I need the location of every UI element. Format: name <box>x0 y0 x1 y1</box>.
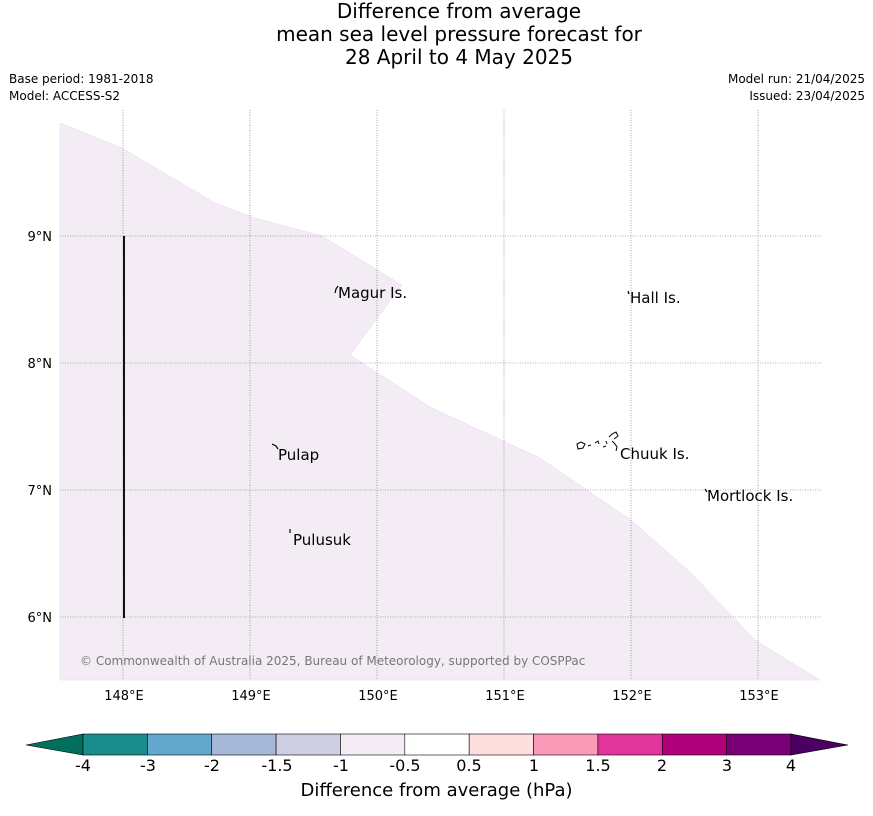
colorbar-segment <box>533 733 599 756</box>
copyright-text: © Commonwealth of Australia 2025, Bureau… <box>80 654 585 668</box>
colorbar-segment <box>147 733 213 756</box>
colorbar-segment <box>82 733 148 756</box>
cb-tick-7: 1 <box>528 756 540 775</box>
issued-date: Issued: 23/04/2025 <box>749 89 865 103</box>
colorbar-segment <box>340 733 406 756</box>
place-label-hall: Hall Is. <box>630 289 681 307</box>
colorbar-over-arrow <box>790 733 849 756</box>
colorbar-segment <box>404 733 470 756</box>
cb-tick-8: 1.5 <box>585 756 611 775</box>
place-label-mortlock: Mortlock Is. <box>707 487 793 505</box>
colorbar-segment <box>275 733 341 756</box>
colorbar-segment <box>726 733 792 756</box>
place-label-magur: Magur Is. <box>338 284 407 302</box>
meta-right: Model run: 21/04/2025 Issued: 23/04/2025 <box>728 71 865 105</box>
model-run: Model run: 21/04/2025 <box>727 72 865 86</box>
colorbar-segment <box>468 733 534 756</box>
lon-label-150: 150°E <box>358 689 398 704</box>
cb-tick-11: 4 <box>785 756 797 775</box>
colorbar-under-arrow <box>25 733 84 756</box>
cb-tick-10: 3 <box>721 756 733 775</box>
cb-tick-3: -1.5 <box>261 756 293 775</box>
magur-island-shape <box>334 285 339 294</box>
colorbar-segment <box>597 733 663 756</box>
map-title: Difference from average mean sea level p… <box>0 0 873 69</box>
lon-tick-labels: 148°E 149°E 150°E 151°E 152°E 153°E <box>104 689 779 704</box>
lon-label-149: 149°E <box>231 689 271 704</box>
colorbar <box>25 733 849 756</box>
island-outlines <box>271 285 708 533</box>
base-period: Base period: 1981-2018 <box>9 72 154 86</box>
cb-tick-5: -0.5 <box>389 756 421 775</box>
anomaly-region <box>59 122 821 681</box>
lat-label-9: 9°N <box>28 230 53 245</box>
lon-label-153: 153°E <box>739 689 779 704</box>
cb-tick-6: 0.5 <box>456 756 482 775</box>
colorbar-segment <box>661 733 727 756</box>
colorbar-segment <box>211 733 277 756</box>
mortlock-island-shape <box>704 488 708 493</box>
place-label-pulap: Pulap <box>278 446 319 464</box>
lat-label-8: 8°N <box>28 357 53 372</box>
cb-tick-2: -2 <box>204 756 220 775</box>
cb-tick-4: -1 <box>333 756 349 775</box>
lat-tick-labels: 9°N 8°N 7°N 6°N <box>28 230 53 626</box>
title-line-3: 28 April to 4 May 2025 <box>345 45 573 69</box>
pulap-island-shape <box>271 443 279 450</box>
place-labels: Magur Is. Hall Is. Pulap Chuuk Is. Mortl… <box>278 284 793 549</box>
title-line-2: mean sea level pressure forecast for <box>276 22 642 46</box>
lon-label-148: 148°E <box>104 689 144 704</box>
lat-label-6: 6°N <box>28 611 53 626</box>
hall-island-shape <box>627 290 630 295</box>
lat-label-7: 7°N <box>28 484 53 499</box>
meta-left: Base period: 1981-2018 Model: ACCESS-S2 <box>9 71 154 105</box>
cb-tick-1: -3 <box>140 756 156 775</box>
title-line-1: Difference from average <box>336 0 582 23</box>
colorbar-title: Difference from average (hPa) <box>300 780 573 801</box>
cb-tick-9: 2 <box>656 756 668 775</box>
chuuk-lagoon-shape <box>576 431 619 452</box>
cb-tick-0: -4 <box>75 756 91 775</box>
lon-label-151: 151°E <box>485 689 525 704</box>
place-label-chuuk: Chuuk Is. <box>620 445 689 463</box>
model-name: Model: ACCESS-S2 <box>9 89 121 103</box>
place-label-pulusuk: Pulusuk <box>293 531 351 549</box>
lon-label-152: 152°E <box>612 689 652 704</box>
